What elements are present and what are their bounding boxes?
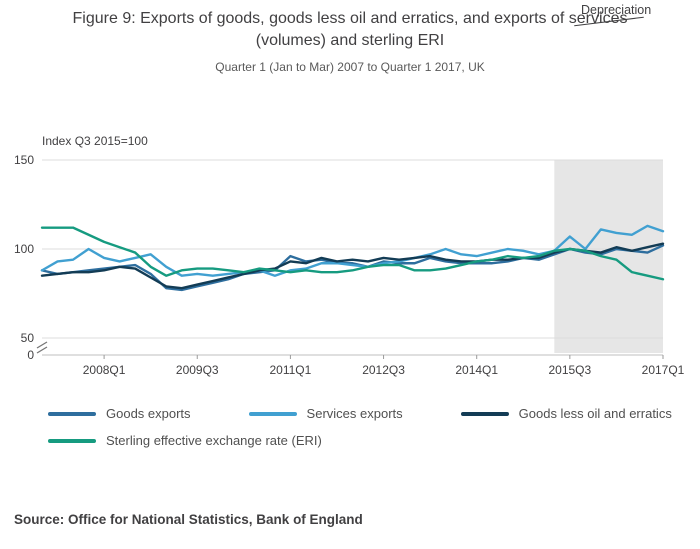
legend-row-1: Goods exports Services exports Goods less … bbox=[48, 406, 672, 421]
x-tick-label: 2015Q3 bbox=[548, 363, 591, 377]
legend-swatch bbox=[248, 411, 297, 416]
depreciation-annotation: Depreciation bbox=[581, 3, 652, 17]
legend-label: Services exports bbox=[306, 406, 403, 421]
x-tick-label: 2017Q1 bbox=[642, 363, 685, 377]
legend-item-services-exports: Services exports bbox=[248, 406, 403, 421]
chart-subtitle: Quarter 1 (Jan to Mar) 2007 to Quarter 1… bbox=[215, 60, 485, 74]
line-chart: 0 50 100 150 2008Q1 2009Q3 2011Q1 2012Q3 2014Q1 2… bbox=[14, 153, 685, 377]
y-tick-label: 150 bbox=[14, 153, 34, 167]
legend-label: Goods less oil and erratics bbox=[518, 406, 672, 421]
y-tick-label: 100 bbox=[14, 242, 34, 256]
series-line-sterling-effective-exchange-rate-eri- bbox=[40, 226, 665, 281]
legend-swatch bbox=[48, 411, 96, 416]
chart-title: Figure 9: Exports of goods, goods less o… bbox=[0, 8, 700, 52]
legend-label: Sterling effective exchange rate (ERI) bbox=[106, 433, 322, 448]
chart-legend: Goods exports Services exports Goods less … bbox=[48, 406, 672, 448]
source-attribution: Source: Office for National Statistics, … bbox=[14, 512, 363, 527]
x-tick-label: 2009Q3 bbox=[176, 363, 219, 377]
legend-item-goods-exports: Goods exports bbox=[48, 406, 191, 421]
legend-label: Goods exports bbox=[106, 406, 191, 421]
x-tick-label: 2012Q3 bbox=[362, 363, 405, 377]
series-line-services-exports bbox=[40, 224, 665, 277]
y-axis-index-label: Index Q3 2015=100 bbox=[42, 134, 148, 148]
x-tick-label: 2014Q1 bbox=[455, 363, 498, 377]
x-tick-label: 2008Q1 bbox=[83, 363, 126, 377]
y-tick-label: 0 bbox=[27, 348, 34, 362]
axis-break-mark bbox=[36, 341, 48, 349]
legend-item-goods-less-oil-and-erratics: Goods less oil and erratics bbox=[460, 406, 672, 421]
chart-title-text: Figure 9: Exports of goods, goods less o… bbox=[72, 10, 628, 49]
x-tick-label: 2011Q1 bbox=[269, 363, 311, 377]
y-tick-label: 50 bbox=[21, 331, 35, 345]
shaded-region bbox=[554, 160, 663, 353]
axis-break-mark bbox=[36, 346, 48, 354]
legend-swatch bbox=[460, 411, 509, 416]
legend-row-2: Sterling effective exchange rate (ERI) bbox=[48, 433, 672, 448]
legend-item-sterling-effective-exchange-rate-eri-: Sterling effective exchange rate (ERI) bbox=[48, 433, 322, 448]
legend-swatch bbox=[48, 438, 96, 443]
